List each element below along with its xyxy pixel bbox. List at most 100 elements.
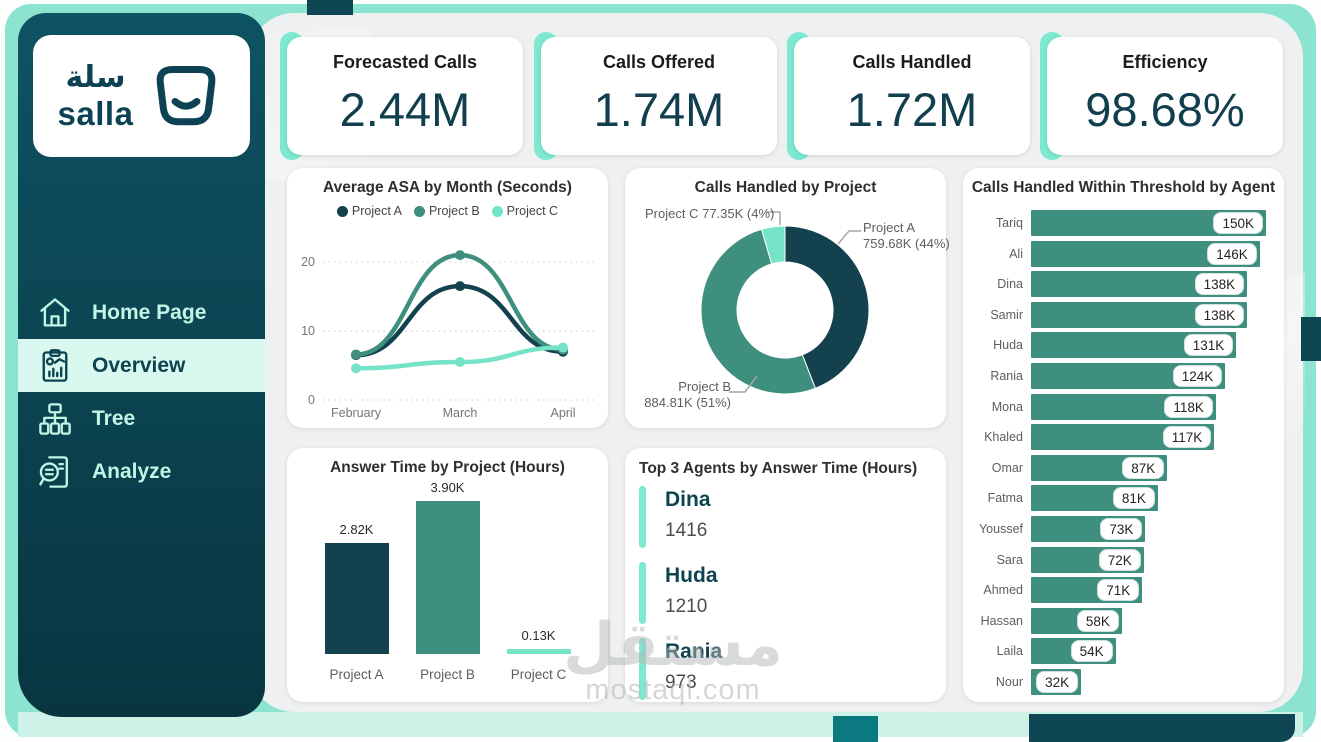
chart-title: Calls Handled by Project [694,179,877,196]
agent-bar[interactable]: 138K [1031,271,1248,298]
donut-callout-project-a: Project A 759.68K (44%) [863,220,950,251]
decorative-rectangle [833,716,878,742]
agent-name-label: Sara [996,552,1023,567]
agent-name-label: Youssef [978,521,1023,536]
kpi-value: 1.74M [593,83,725,136]
answer-time-bar[interactable] [506,648,571,654]
data-point[interactable] [558,342,568,353]
sidebar: سلة salla Home Page Overview Tree [18,13,265,717]
agent-hours: 973 [665,672,697,693]
agent-bar-track: 117K [1031,424,1266,451]
agent-name-label: Khaled [984,430,1023,445]
answer-time-bar[interactable] [324,543,389,654]
agent-bar[interactable]: 54K [1031,638,1116,665]
agent-bar[interactable]: 71K [1031,577,1143,604]
agent-threshold-bar-chart-card: Calls Handled Within Threshold by Agent … [963,168,1284,702]
answer-time-bars: 2.82K 3.90K 0.13K [311,480,584,654]
legend-dot-icon [491,205,503,217]
line-chart-legend: Project A Project B Project C [287,204,608,218]
agent-bar[interactable]: 138K [1031,301,1248,328]
agent-bar-track: 54K [1031,638,1266,665]
bar-value-label: 3.90K [430,480,465,495]
kpi-value: 98.68% [1085,83,1245,136]
agent-bar-track: 72K [1031,546,1266,573]
sidebar-item-home-page[interactable]: Home Page [18,286,265,339]
agent-name-label: Mona [991,399,1023,414]
asa-line-chart-card: Average ASA by Month (Seconds) Project A… [287,168,608,428]
card-title: Top 3 Agents by Answer Time (Hours) [639,460,918,477]
agent-bar[interactable]: 118K [1031,393,1216,420]
agent-value-pill: 72K [1098,548,1141,571]
calls-by-project-donut[interactable] [625,168,946,428]
line-series-project-a[interactable] [353,283,566,358]
callout-leader-line [766,211,781,225]
agent-bar-row: Tariq 150K [977,210,1266,236]
agent-value-pill: 54K [1070,640,1113,663]
agent-name-label: Nour [995,674,1023,689]
agent-bar[interactable]: 32K [1031,668,1082,695]
bar-category-label: Project C [510,667,567,682]
agent-bar[interactable]: 124K [1031,362,1226,389]
legend-item[interactable]: Project C [491,204,559,218]
agent-bar-row: Ahmed 71K [977,577,1266,604]
sidebar-item-label: Analyze [92,459,172,483]
top-agents-card: Top 3 Agents by Answer Time (Hours) Dina… [625,448,946,702]
agent-name-label: Dina [997,277,1023,292]
salla-logo: سلة salla [33,35,250,157]
agent-name: Huda [665,564,718,587]
sidebar-item-label: Overview [92,353,186,377]
legend-label: Project C [506,204,559,218]
overview-report-icon [18,348,92,384]
agent-bar-track: 71K [1031,577,1266,604]
agent-bar[interactable]: 131K [1031,332,1237,359]
agent-bar[interactable]: 72K [1031,546,1144,573]
chart-title: Average ASA by Month (Seconds) [323,179,572,196]
sidebar-item-overview[interactable]: Overview [18,339,265,392]
agent-bar-track: 87K [1031,454,1266,481]
svg-text:February: February [331,406,382,420]
agent-name-label: Ahmed [983,583,1023,598]
agent-bar-track: 32K [1031,668,1266,695]
agent-bar[interactable]: 117K [1031,424,1215,451]
calls-by-project-donut-card: Calls Handled by Project Project C 77.35… [625,168,950,428]
agent-bar[interactable]: 87K [1031,454,1168,481]
agent-bar-row: Fatma 81K [977,485,1266,512]
svg-text:0: 0 [308,393,315,407]
data-point[interactable] [455,281,465,292]
agent-value-pill: 138K [1194,273,1245,296]
accent-bar [639,486,646,548]
agent-bar-row: Sara 72K [977,546,1266,573]
agent-bar-track: 150K [1031,210,1266,236]
sidebar-item-analyze[interactable]: Analyze [18,445,265,498]
data-point[interactable] [455,357,465,368]
decorative-rectangle [1301,317,1321,361]
agent-bar-row: Ali 146K [977,240,1266,267]
asa-line-chart[interactable]: 0 10 20 February March April [287,223,608,423]
legend-item[interactable]: Project A [336,204,402,218]
donut-slice-project-c[interactable] [760,225,786,265]
data-point[interactable] [351,363,361,374]
legend-dot-icon [413,205,425,217]
agent-bar[interactable]: 150K [1031,210,1266,236]
agent-value-pill: 146K [1207,242,1257,265]
agent-value-pill: 118K [1164,395,1213,418]
donut-slice-project-a[interactable] [784,225,870,389]
agent-bar[interactable]: 73K [1031,515,1146,542]
agent-bar[interactable]: 146K [1031,240,1260,267]
answer-time-bar[interactable] [415,501,480,654]
decorative-rectangle [307,0,353,15]
legend-item[interactable]: Project B [413,204,480,218]
data-point[interactable] [351,349,361,360]
donut-slice-project-b[interactable] [700,228,816,395]
callout-leader-line [729,375,758,393]
top-agent-item: Dina 1416 [639,486,946,548]
salla-bag-icon [157,65,216,126]
bar-value-label: 2.82K [339,522,374,538]
data-point[interactable] [455,250,465,261]
agent-bar-row: Laila 54K [977,638,1266,665]
agent-bar[interactable]: 58K [1031,607,1122,634]
agent-value-pill: 87K [1122,456,1165,479]
agent-bar[interactable]: 81K [1031,485,1158,512]
kpi-title: Efficiency [1122,52,1208,72]
sidebar-item-tree[interactable]: Tree [18,392,265,445]
